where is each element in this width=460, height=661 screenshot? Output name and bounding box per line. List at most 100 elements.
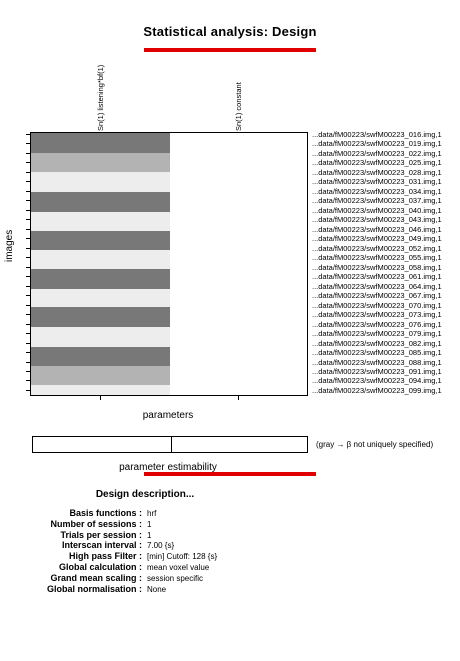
design-description-title: Design description... xyxy=(95,489,195,500)
image-file-label: ...data/fM00223/swfM00223_088.img,1 xyxy=(312,357,442,367)
image-file-label: ...data/fM00223/swfM00223_079.img,1 xyxy=(312,329,442,339)
image-tick xyxy=(26,219,30,221)
x-tick-1 xyxy=(100,396,101,400)
design-band xyxy=(31,269,170,289)
image-file-label: ...data/fM00223/swfM00223_052.img,1 xyxy=(312,243,442,253)
description-row: Basis functions : hrf xyxy=(0,508,460,519)
description-value: 7.00 {s} xyxy=(147,541,175,551)
title-underline xyxy=(144,48,316,52)
image-file-label: ...data/fM00223/swfM00223_082.img,1 xyxy=(312,338,442,348)
design-band xyxy=(31,307,170,327)
image-tick xyxy=(26,200,30,202)
image-file-label: ...data/fM00223/swfM00223_091.img,1 xyxy=(312,367,442,376)
design-band xyxy=(31,249,170,270)
column-label-1: Sn(1) listening*bf(1) xyxy=(96,64,105,131)
image-file-label: ...data/fM00223/swfM00223_094.img,1 xyxy=(312,376,442,386)
description-row: Global calculation : mean voxel value xyxy=(0,562,460,573)
image-tick xyxy=(26,314,30,316)
image-file-label: ...data/fM00223/swfM00223_025.img,1 xyxy=(312,158,442,168)
image-file-label: ...data/fM00223/swfM00223_028.img,1 xyxy=(312,167,442,177)
image-file-label: ...data/fM00223/swfM00223_022.img,1 xyxy=(312,148,442,158)
image-tick xyxy=(26,323,30,325)
description-key: Number of sessions : xyxy=(50,518,142,529)
image-tick xyxy=(26,342,30,344)
description-row: Grand mean scaling : session specific xyxy=(0,573,460,584)
column-label-2: Sn(1) constant xyxy=(234,82,243,131)
image-file-label: ...data/fM00223/swfM00223_019.img,1 xyxy=(312,139,442,149)
description-key: Interscan interval : xyxy=(61,540,142,551)
image-tick xyxy=(26,380,30,382)
y-axis-label: images xyxy=(4,229,15,262)
design-band xyxy=(31,366,170,385)
image-tick xyxy=(26,276,30,278)
design-band xyxy=(31,133,170,153)
image-tick xyxy=(26,228,30,230)
image-file-label: ...data/fM00223/swfM00223_067.img,1 xyxy=(312,291,442,301)
image-file-label: ...data/fM00223/swfM00223_034.img,1 xyxy=(312,186,442,196)
image-file-label: ...data/fM00223/swfM00223_049.img,1 xyxy=(312,234,442,244)
design-band xyxy=(31,152,170,173)
image-tick xyxy=(26,143,30,145)
image-tick xyxy=(26,389,30,391)
description-row: Global normalisation : None xyxy=(0,584,460,595)
image-tick xyxy=(26,352,30,354)
estimability-divider xyxy=(171,437,172,452)
description-key: High pass Filter : xyxy=(68,551,142,562)
description-key: Global normalisation : xyxy=(46,583,142,594)
estimability-underline xyxy=(144,472,316,476)
image-file-label: ...data/fM00223/swfM00223_070.img,1 xyxy=(312,300,442,310)
image-tick xyxy=(26,371,30,372)
image-tick xyxy=(26,209,30,211)
description-row: Number of sessions : 1 xyxy=(0,519,460,530)
description-key: Grand mean scaling : xyxy=(50,572,142,583)
image-tick xyxy=(26,190,30,192)
image-file-label: ...data/fM00223/swfM00223_043.img,1 xyxy=(312,215,442,225)
description-value: 1 xyxy=(147,519,152,529)
image-tick xyxy=(26,333,30,335)
image-tick xyxy=(26,162,30,164)
description-value: [min] Cutoff: 128 {s} xyxy=(147,552,218,562)
description-row: Trials per session : 1 xyxy=(0,530,460,541)
image-tick xyxy=(26,181,30,183)
image-file-label: ...data/fM00223/swfM00223_061.img,1 xyxy=(312,272,442,282)
image-tick xyxy=(26,152,30,154)
image-file-label: ...data/fM00223/swfM00223_085.img,1 xyxy=(312,348,442,358)
design-matrix xyxy=(30,132,308,396)
image-tick xyxy=(26,171,30,173)
description-value: mean voxel value xyxy=(147,563,210,572)
description-key: Global calculation : xyxy=(58,562,142,572)
image-tick xyxy=(26,257,30,259)
image-file-label: ...data/fM00223/swfM00223_058.img,1 xyxy=(312,262,442,272)
image-file-label: ...data/fM00223/swfM00223_037.img,1 xyxy=(312,196,442,206)
x-axis-label: parameters xyxy=(142,410,194,421)
design-band xyxy=(31,191,170,212)
design-band xyxy=(31,231,170,250)
image-file-label: ...data/fM00223/swfM00223_064.img,1 xyxy=(312,281,442,291)
figure-title: Statistical analysis: Design xyxy=(143,24,317,39)
description-value: hrf xyxy=(147,509,157,518)
description-key: Trials per session : xyxy=(60,529,142,540)
description-value: None xyxy=(147,584,167,594)
image-file-label: ...data/fM00223/swfM00223_046.img,1 xyxy=(312,224,442,234)
image-file-label: ...data/fM00223/swfM00223_076.img,1 xyxy=(312,319,442,329)
estimability-label: parameter estimability xyxy=(119,462,217,473)
design-band xyxy=(31,384,170,395)
image-file-label: ...data/fM00223/swfM00223_099.img,1 xyxy=(312,385,442,395)
design-band xyxy=(31,172,170,192)
image-tick xyxy=(26,361,30,363)
description-row: Interscan interval : 7.00 {s} xyxy=(0,540,460,551)
image-file-label: ...data/fM00223/swfM00223_016.img,1 xyxy=(312,130,442,139)
estimability-legend: (gray → β not uniquely specified) xyxy=(316,440,434,449)
image-tick xyxy=(26,238,30,240)
description-value: session specific xyxy=(147,573,204,583)
description-value: 1 xyxy=(147,530,152,540)
image-file-label: ...data/fM00223/swfM00223_040.img,1 xyxy=(312,205,442,215)
estimability-bar xyxy=(32,436,308,453)
image-tick xyxy=(26,134,30,135)
description-row: High pass Filter : [min] Cutoff: 128 {s} xyxy=(0,551,460,562)
image-file-label: ...data/fM00223/swfM00223_031.img,1 xyxy=(312,177,442,187)
image-file-label: ...data/fM00223/swfM00223_073.img,1 xyxy=(312,310,442,320)
image-tick xyxy=(26,295,30,297)
design-band xyxy=(31,211,170,232)
image-tick xyxy=(26,247,30,249)
